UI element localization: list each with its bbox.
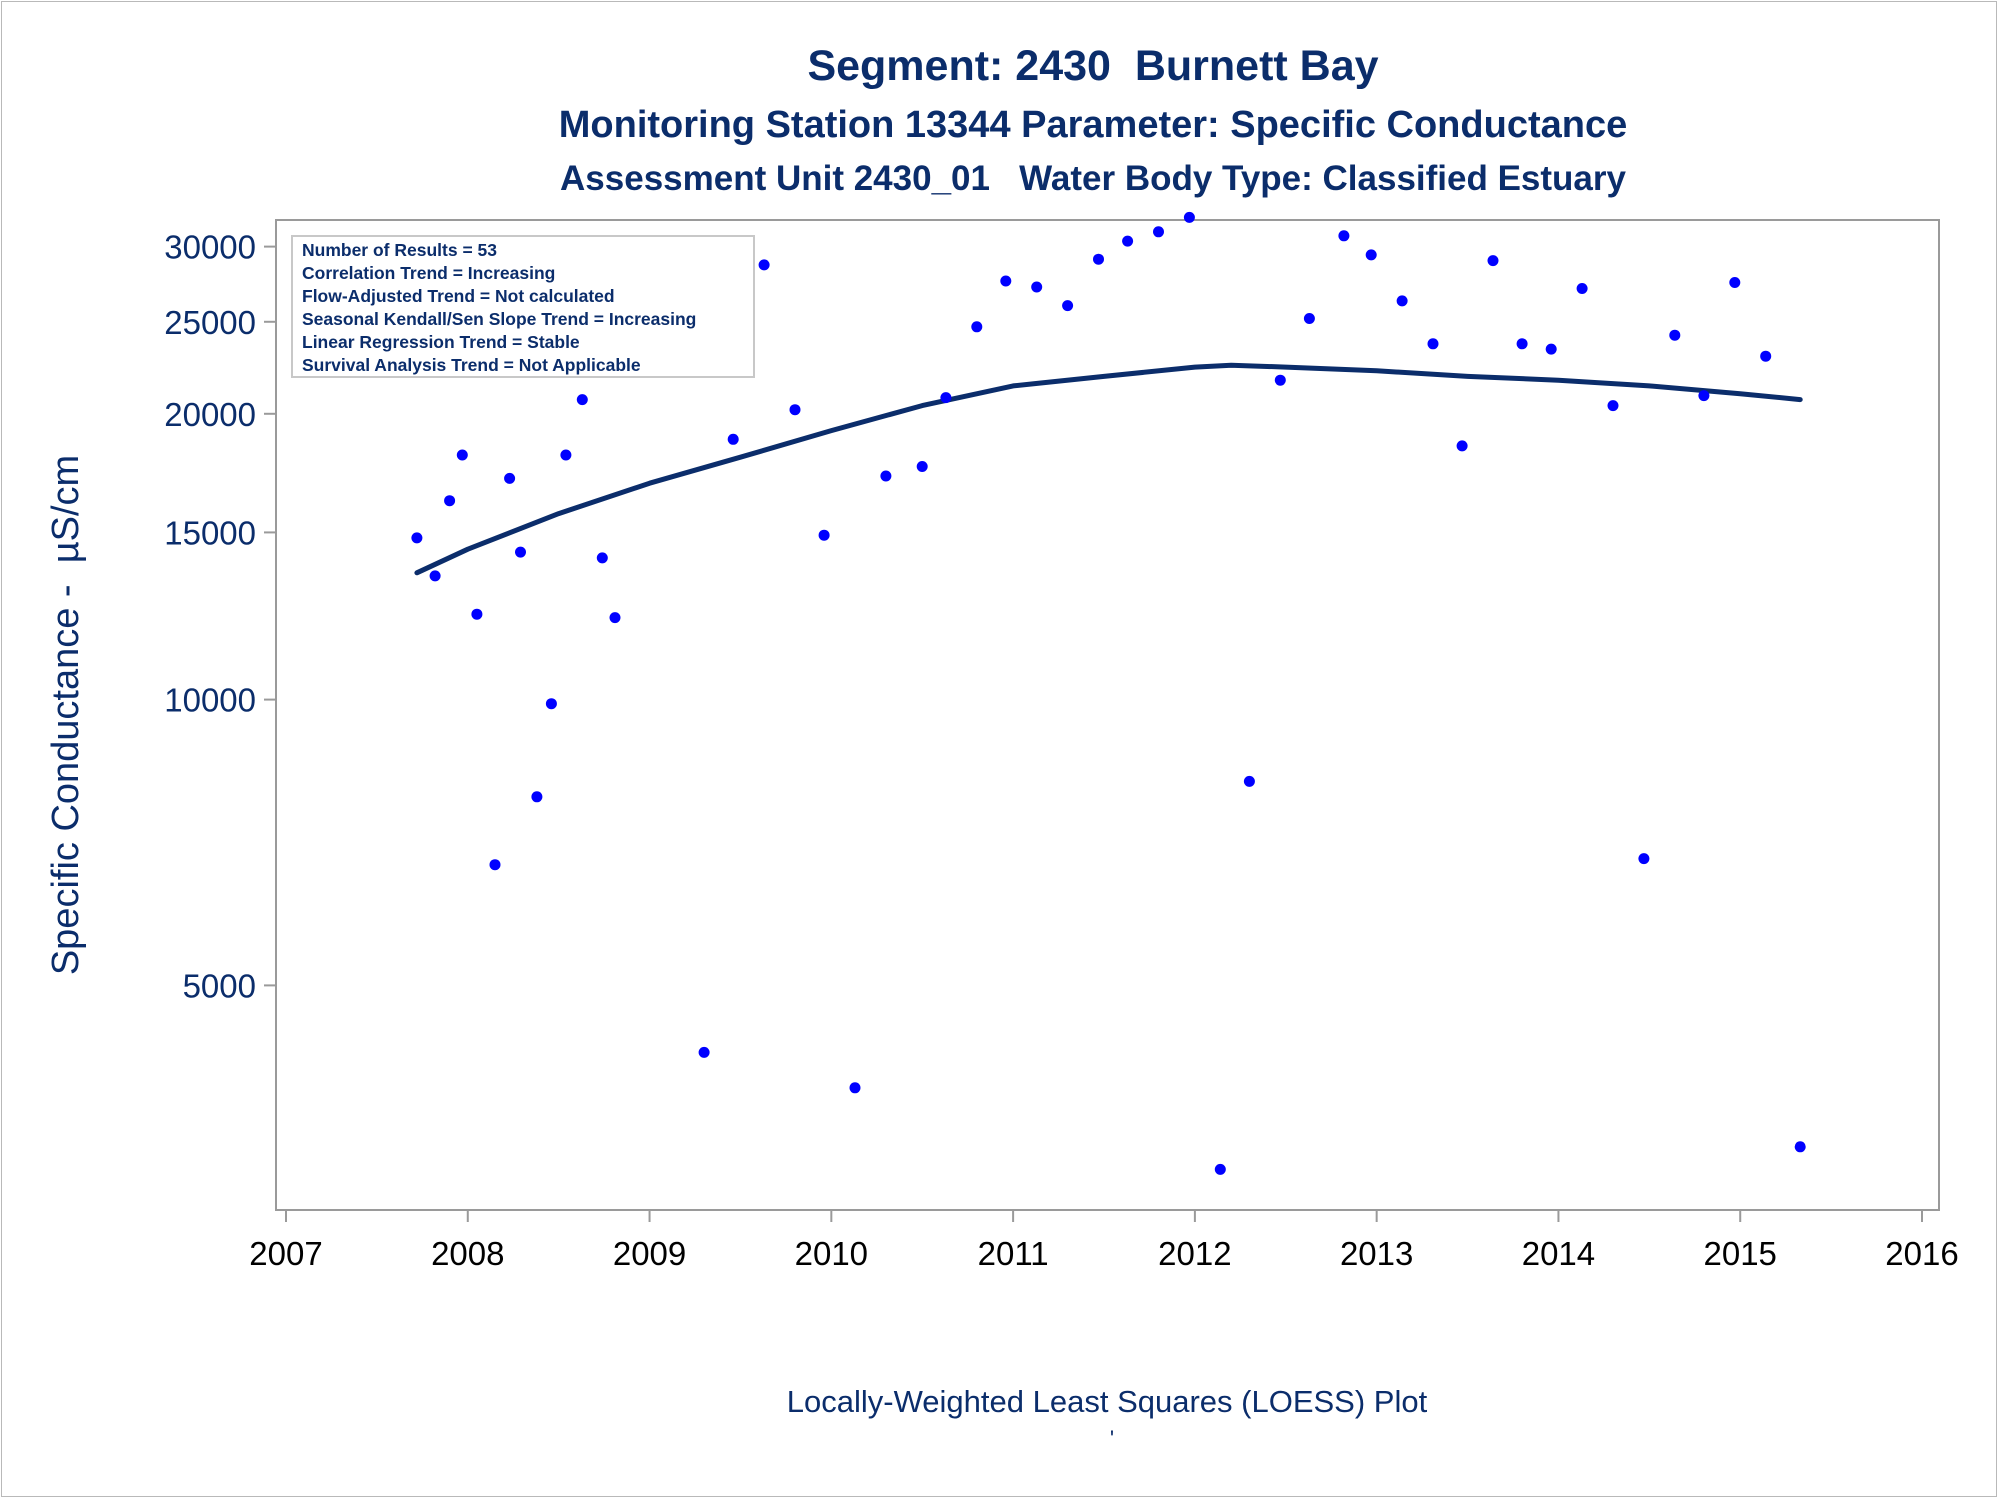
data-point [1303, 313, 1315, 324]
data-point [1214, 1163, 1226, 1175]
data-point [596, 552, 608, 564]
data-point [560, 449, 572, 461]
x-axis: 2007 2008 2009 2010 2011 2012 2013 2014 2015 2016 [249, 1210, 1959, 1272]
chart-subtitle-assessment: Assessment Unit 2430_01 Water Body Type:… [560, 159, 1626, 198]
data-point [576, 394, 588, 406]
data-point [1000, 275, 1012, 287]
data-point [1122, 235, 1134, 247]
data-point [1760, 350, 1772, 362]
data-point [1638, 853, 1650, 865]
data-point [1153, 226, 1164, 238]
data-point [456, 449, 468, 461]
stats-box: Number of Results = 53 Correlation Trend … [291, 235, 755, 378]
data-point [818, 529, 830, 541]
y-tick-label: 30000 [164, 229, 256, 266]
y-axis: 5000 10000 15000 20000 25000 30000 [164, 229, 276, 1004]
data-point [1545, 343, 1557, 355]
y-tick-label: 15000 [164, 514, 256, 551]
data-point [545, 698, 557, 710]
x-tick-label: 2008 [431, 1235, 504, 1272]
data-point [1669, 329, 1681, 341]
data-point [1576, 283, 1588, 294]
data-point [1396, 295, 1408, 307]
data-point [444, 495, 456, 507]
y-tick-label: 20000 [164, 396, 256, 433]
x-tick-label: 2014 [1522, 1235, 1595, 1272]
stats-box-border [291, 235, 755, 378]
y-tick-label: 10000 [164, 682, 256, 719]
y-tick-label: 5000 [183, 967, 256, 1004]
stats-line: Flow-Adjusted Trend = Not calculated [302, 286, 615, 306]
footnote: Locally-Weighted Least Squares (LOESS) P… [787, 1384, 1428, 1419]
data-point [789, 404, 801, 416]
x-tick-label: 2010 [795, 1235, 868, 1272]
data-point [758, 259, 770, 271]
x-tick-label: 2007 [249, 1235, 322, 1272]
data-point [1274, 374, 1286, 386]
data-point [1427, 338, 1439, 350]
x-tick-label: 2011 [978, 1235, 1049, 1272]
data-point [1031, 281, 1043, 293]
data-point [1729, 277, 1741, 288]
data-point [698, 1046, 710, 1058]
chart-title: Segment: 2430 Burnett Bay [807, 42, 1378, 90]
data-point [1365, 249, 1377, 261]
data-point [880, 470, 892, 482]
data-point [1607, 400, 1619, 412]
stats-line: Number of Results = 53 [302, 240, 497, 260]
data-point [1093, 253, 1104, 265]
data-point [849, 1082, 861, 1094]
data-point [1516, 338, 1528, 350]
data-point [411, 532, 423, 544]
data-point [1456, 440, 1468, 452]
x-tick-label: 2016 [1885, 1235, 1958, 1272]
data-point [916, 461, 928, 472]
data-point [531, 791, 543, 803]
data-point [1487, 255, 1499, 267]
footnote-mark: ' [1110, 1426, 1114, 1451]
x-tick-label: 2015 [1704, 1235, 1777, 1272]
data-point [1698, 390, 1710, 402]
data-point [1243, 775, 1255, 787]
data-point [471, 608, 483, 620]
stats-line: Correlation Trend = Increasing [302, 263, 555, 283]
data-point [727, 433, 739, 445]
y-tick-label: 25000 [164, 304, 256, 341]
data-point [1338, 230, 1350, 242]
data-point [609, 612, 621, 624]
stats-line: Survival Analysis Trend = Not Applicable [302, 355, 641, 375]
data-point [489, 859, 501, 871]
data-point [1062, 300, 1074, 312]
data-point [1794, 1141, 1806, 1153]
data-point [504, 472, 516, 484]
data-point [971, 321, 983, 333]
data-point [429, 570, 441, 582]
data-point [940, 392, 952, 404]
x-tick-label: 2013 [1340, 1235, 1413, 1272]
data-point [1183, 211, 1195, 223]
loess-layer [414, 362, 1803, 576]
y-axis-label: Specific Conductance - µS/cm [45, 455, 87, 975]
x-tick-label: 2009 [613, 1235, 686, 1272]
chart-subtitle-station: Monitoring Station 13344 Parameter: Spec… [559, 104, 1627, 146]
stats-line: Seasonal Kendall/Sen Slope Trend = Incre… [302, 309, 696, 329]
stats-line: Linear Regression Trend = Stable [302, 332, 580, 352]
data-point [515, 546, 526, 558]
x-tick-label: 2012 [1158, 1235, 1231, 1272]
loess-curve [414, 362, 1803, 576]
